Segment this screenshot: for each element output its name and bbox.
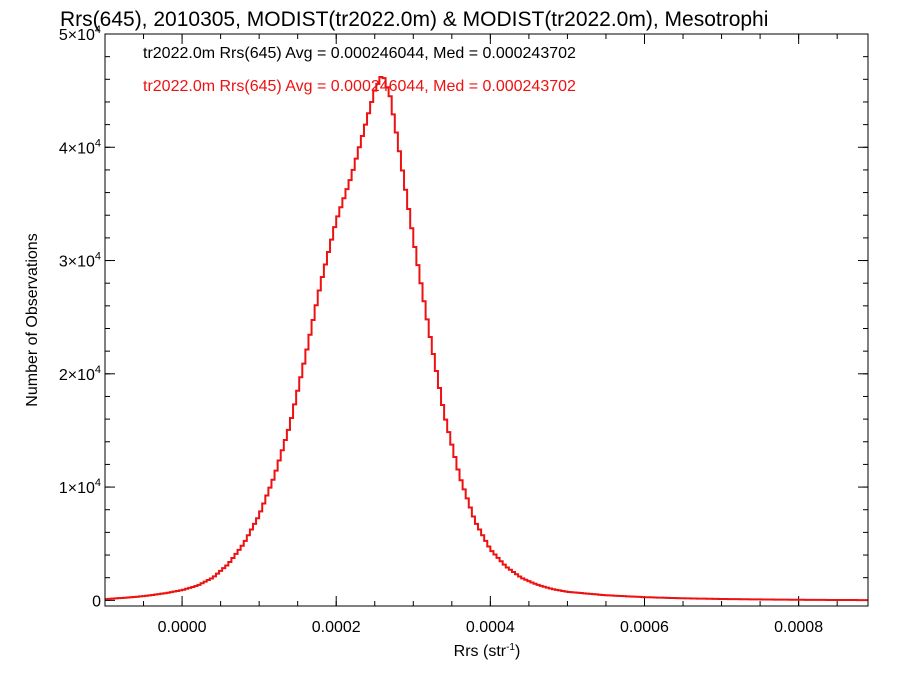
y-tick-label: 3×104 <box>59 251 101 271</box>
x-tick-label: 0.0000 <box>158 619 207 636</box>
annotation-black: tr2022.0m Rrs(645) Avg = 0.000246044, Me… <box>143 45 576 62</box>
y-axis-label: Number of Observations <box>24 233 41 406</box>
y-tick-label: 2×104 <box>59 364 101 384</box>
x-tick-label: 0.0008 <box>774 619 823 636</box>
x-tick-label: 0.0006 <box>620 619 669 636</box>
x-tick-label: 0.0002 <box>312 619 361 636</box>
y-tick-label: 0 <box>92 593 101 610</box>
x-axis-label: Rrs (str-1) <box>454 642 521 660</box>
y-axis-label-text: Number of Observations <box>24 233 41 406</box>
annotation-red: tr2022.0m Rrs(645) Avg = 0.000246044, Me… <box>143 78 576 95</box>
chart-title: Rrs(645), 2010305, MODIST(tr2022.0m) & M… <box>60 8 768 31</box>
x-tick-label: 0.0004 <box>466 619 515 636</box>
y-tick-label: 4×104 <box>59 137 101 157</box>
y-tick-label: 5×104 <box>59 24 101 44</box>
histogram-series-0 <box>105 76 868 602</box>
plot-frame <box>104 33 869 607</box>
y-tick-label: 1×104 <box>59 477 101 497</box>
